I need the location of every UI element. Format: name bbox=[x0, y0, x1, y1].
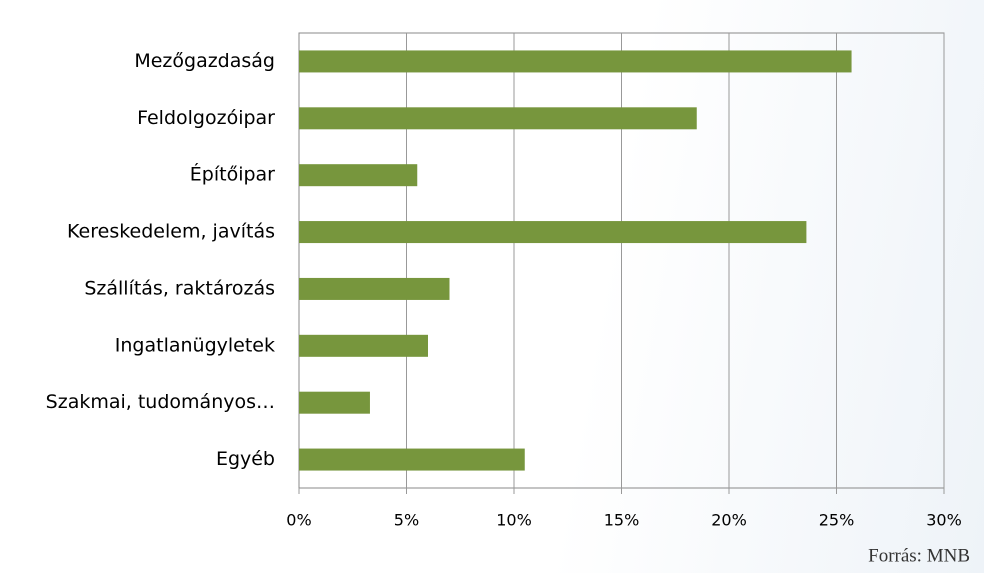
bar bbox=[299, 164, 418, 187]
bar bbox=[299, 107, 697, 130]
y-tick-label: Mezőgazdaság bbox=[134, 50, 275, 72]
x-tick-label: 15% bbox=[604, 511, 640, 530]
bar bbox=[299, 277, 450, 300]
x-tick-label: 10% bbox=[496, 511, 532, 530]
x-tick-label: 25% bbox=[819, 511, 855, 530]
bar bbox=[299, 221, 807, 244]
y-tick-label: Építőipar bbox=[190, 163, 275, 186]
y-tick-label: Egyéb bbox=[216, 448, 275, 470]
x-tick-label: 20% bbox=[711, 511, 747, 530]
bar bbox=[299, 334, 428, 357]
source-note: Forrás: MNB bbox=[868, 545, 970, 566]
x-tick-label: 5% bbox=[394, 511, 419, 530]
y-tick-label: Szakmai, tudományos… bbox=[46, 391, 275, 413]
y-tick-label: Szállítás, raktározás bbox=[84, 277, 275, 299]
bar bbox=[299, 448, 525, 471]
y-tick-label: Feldolgozóipar bbox=[137, 107, 275, 129]
x-tick-label: 0% bbox=[286, 511, 311, 530]
bar bbox=[299, 391, 370, 414]
y-tick-label: Kereskedelem, javítás bbox=[67, 221, 275, 243]
x-tick-label: 30% bbox=[926, 511, 962, 530]
y-tick-label: Ingatlanügyletek bbox=[115, 334, 275, 356]
bar bbox=[299, 50, 852, 73]
